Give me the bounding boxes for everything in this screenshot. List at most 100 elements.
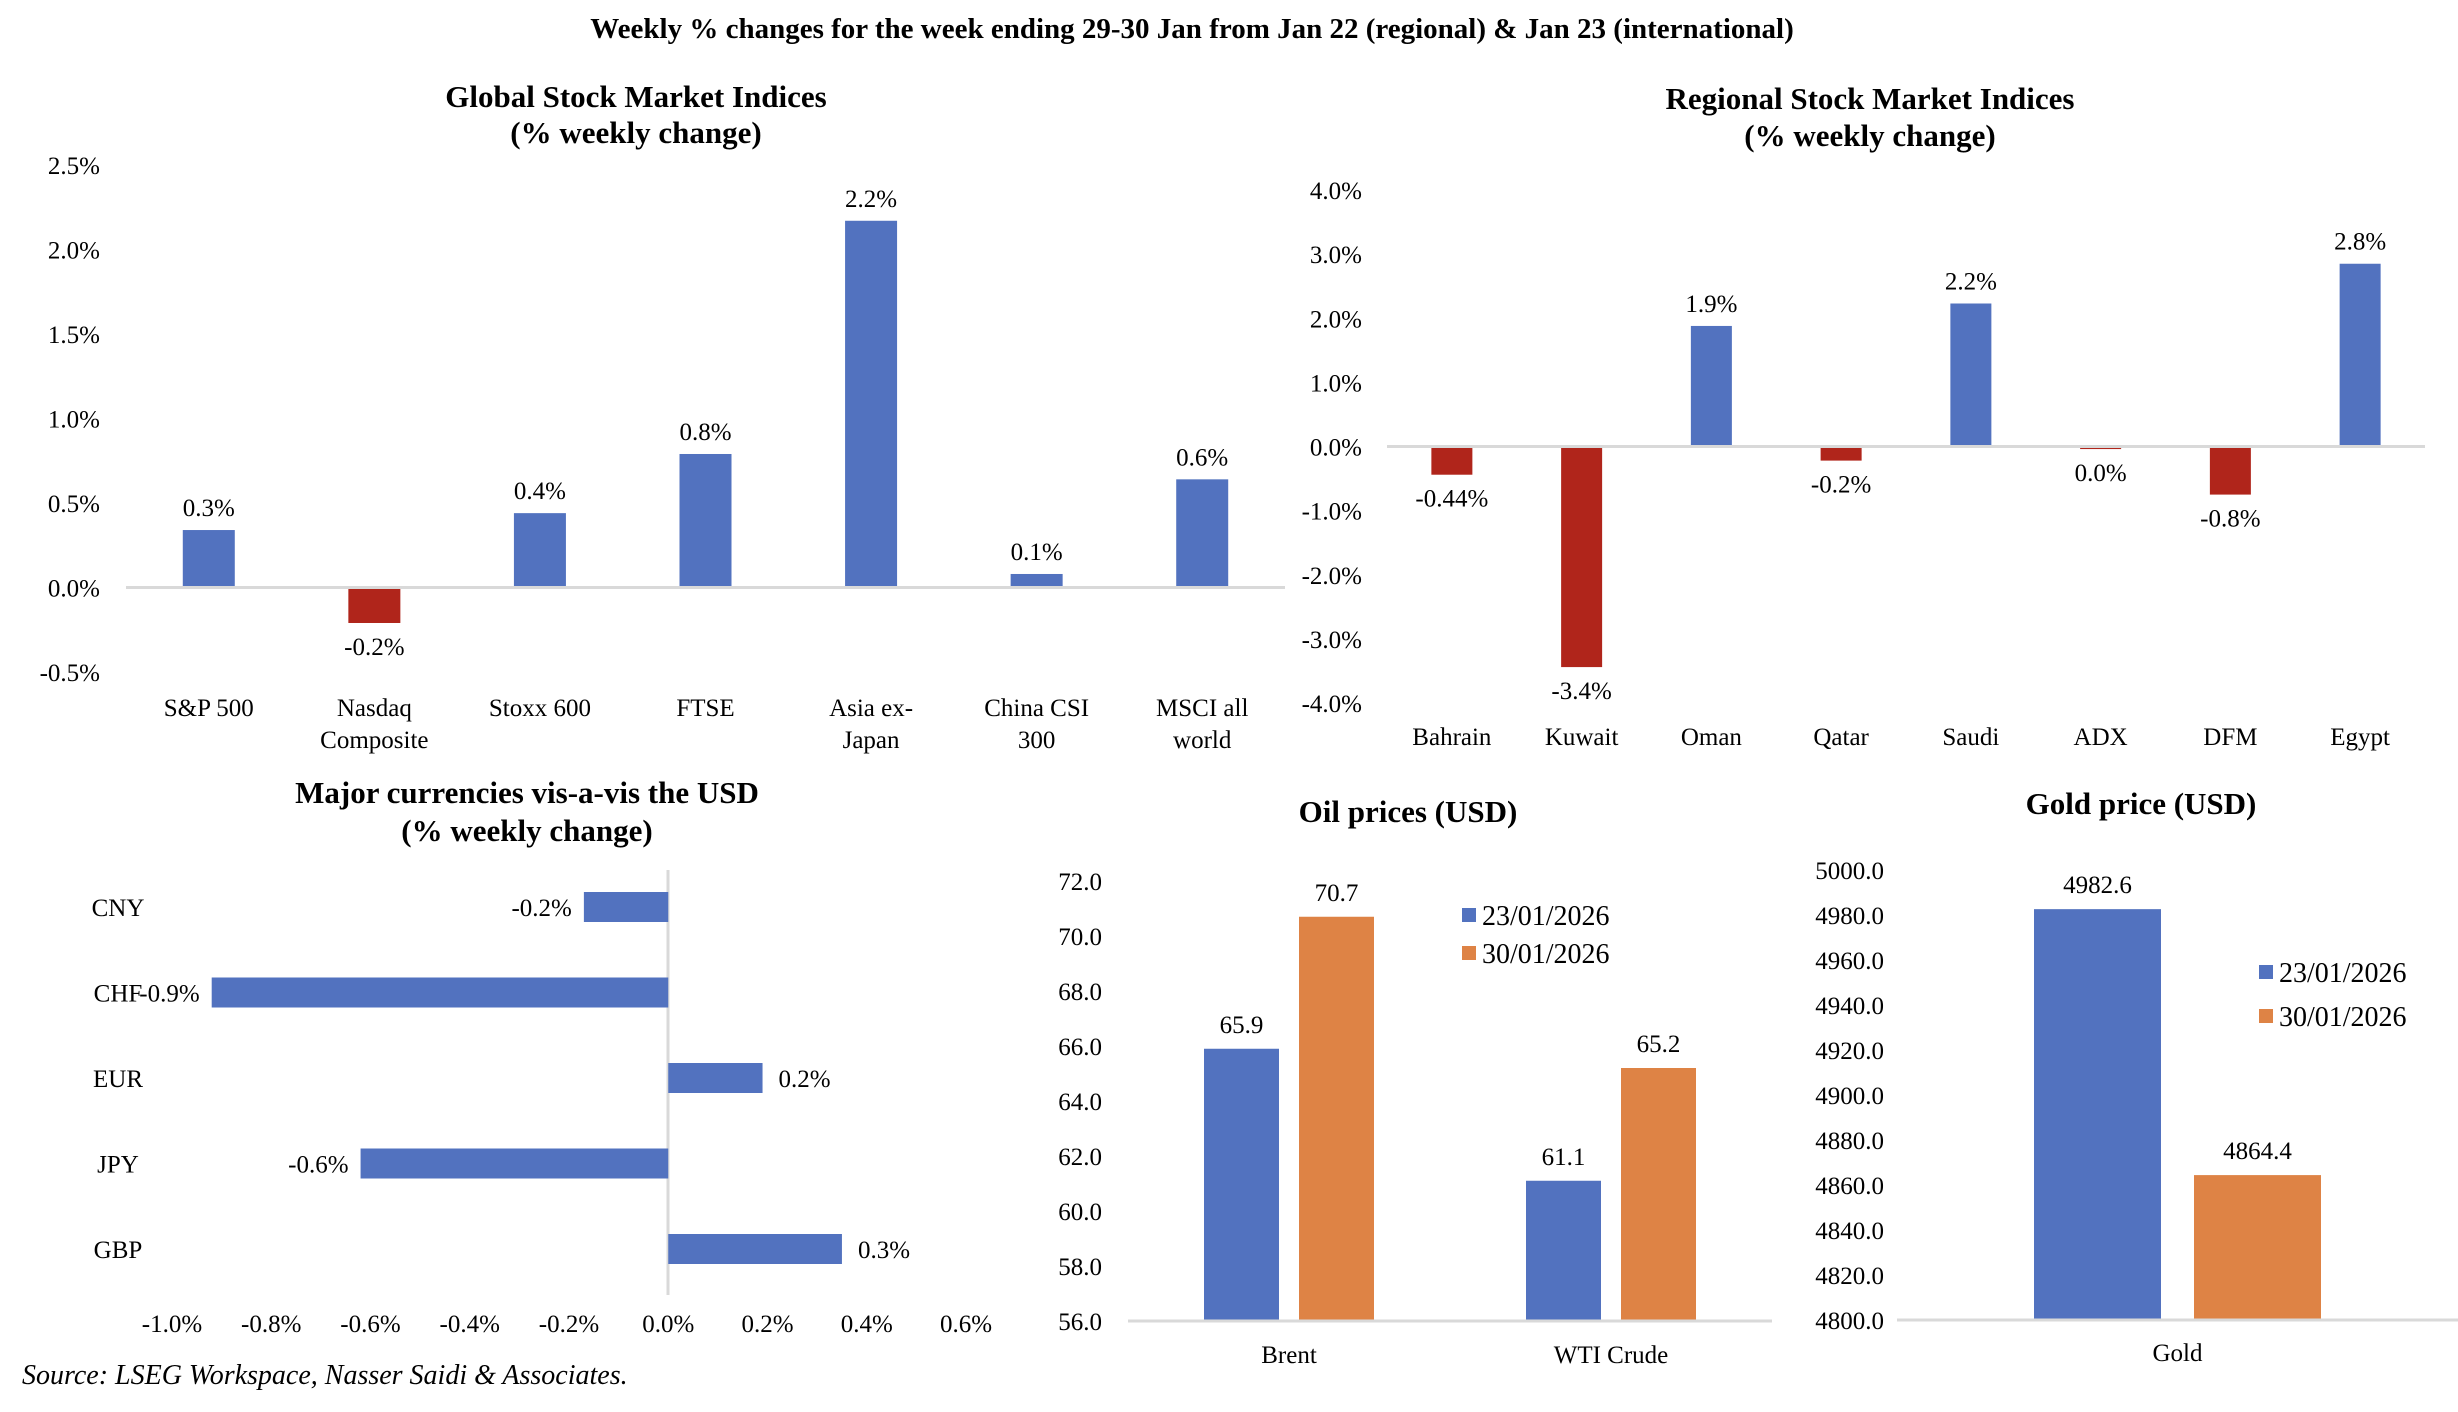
x-tick-label: Bahrain — [1412, 724, 1492, 751]
legend-label: 23/01/2026 — [1482, 901, 1610, 932]
data-label: 0.4% — [514, 478, 566, 505]
x-tick-label: 0.0% — [642, 1311, 694, 1338]
data-label: 0.2% — [779, 1066, 831, 1093]
y-tick-label: -0.5% — [40, 660, 100, 687]
y-tick-label: 62.0 — [1058, 1144, 1102, 1171]
y-tick-label: -1.0% — [1302, 499, 1362, 526]
x-tick-label: Egypt — [2330, 724, 2390, 751]
y-tick-label: 4920.0 — [1815, 1038, 1884, 1065]
source-note: Source: LSEG Workspace, Nasser Saidi & A… — [22, 1360, 628, 1391]
y-tick-label: 3.0% — [1310, 242, 1362, 269]
bar — [182, 530, 235, 588]
y-tick-label: EUR — [93, 1066, 143, 1093]
legend-swatch — [1462, 908, 1476, 922]
x-tick-label: Saudi — [1942, 724, 1999, 751]
data-label: -3.4% — [1551, 678, 1611, 705]
bar — [1299, 916, 1374, 1321]
y-tick-label: GBP — [94, 1237, 143, 1264]
data-label: -0.2% — [511, 895, 571, 922]
chart-title: (% weekly change) — [510, 115, 761, 150]
x-tick-label: ADX — [2074, 724, 2128, 751]
data-label: -0.9% — [139, 981, 199, 1008]
x-tick-label: Stoxx 600 — [489, 695, 591, 722]
x-tick-label: 300 — [1018, 727, 1056, 754]
y-tick-label: 4820.0 — [1815, 1263, 1884, 1290]
x-tick-label: -1.0% — [142, 1311, 202, 1338]
bar — [1526, 1180, 1601, 1321]
bar — [1010, 573, 1063, 588]
data-label: -0.6% — [288, 1152, 348, 1179]
y-tick-label: 1.5% — [48, 322, 100, 349]
x-tick-label: Japan — [843, 727, 900, 754]
bar — [583, 892, 669, 922]
x-tick-label: DFM — [2203, 724, 2257, 751]
legend-swatch — [2259, 1009, 2273, 1023]
y-tick-label: 0.0% — [48, 576, 100, 603]
y-tick-label: 0.5% — [48, 491, 100, 518]
x-tick-label: 0.4% — [841, 1311, 893, 1338]
y-tick-label: 56.0 — [1058, 1309, 1102, 1336]
y-tick-label: 1.0% — [1310, 370, 1362, 397]
y-tick-label: 1.0% — [48, 407, 100, 434]
x-tick-label: Gold — [2153, 1340, 2204, 1367]
data-label: 2.2% — [1945, 269, 1997, 296]
legend-swatch — [1462, 946, 1476, 960]
x-tick-label: 0.6% — [940, 1311, 992, 1338]
bar — [1621, 1068, 1696, 1321]
y-tick-label: -4.0% — [1302, 691, 1362, 718]
chart-title: Major currencies vis-a-vis the USD — [295, 775, 759, 810]
legend-swatch — [2259, 965, 2273, 979]
chart-title: Global Stock Market Indices — [445, 79, 826, 114]
chart-title: (% weekly change) — [401, 813, 652, 848]
data-label: 70.7 — [1315, 880, 1359, 907]
y-tick-label: 0.0% — [1310, 435, 1362, 462]
y-tick-label: 2.5% — [48, 153, 100, 180]
bar — [679, 453, 732, 588]
x-tick-label: FTSE — [676, 695, 734, 722]
data-label: 0.6% — [1176, 444, 1228, 471]
y-tick-label: -3.0% — [1302, 627, 1362, 654]
gold-price-chart: Gold price (USD) 5000.0 4980.0 4960.0 4940.0… — [1815, 786, 2458, 1367]
y-tick-label: 4860.0 — [1815, 1173, 1884, 1200]
x-tick-label: Brent — [1261, 1342, 1317, 1369]
legend-label: 30/01/2026 — [1482, 939, 1610, 970]
bar — [348, 587, 401, 623]
data-label: -0.2% — [344, 634, 404, 661]
y-tick-label: 4960.0 — [1815, 948, 1884, 975]
x-tick-label: -0.6% — [340, 1311, 400, 1338]
bar — [845, 220, 898, 588]
x-tick-label: China CSI — [984, 695, 1089, 722]
x-tick-label: Oman — [1681, 724, 1743, 751]
bar — [513, 513, 566, 588]
data-label: 61.1 — [1542, 1144, 1586, 1171]
x-tick-label: Nasdaq — [337, 695, 412, 722]
data-label: 65.9 — [1220, 1012, 1264, 1039]
x-tick-label: -0.2% — [539, 1311, 599, 1338]
bar — [2034, 909, 2161, 1320]
data-label: 0.1% — [1011, 539, 1063, 566]
data-label: 2.8% — [2334, 229, 2386, 256]
chart-title: Gold price (USD) — [2026, 786, 2257, 821]
x-tick-label: -0.8% — [241, 1311, 301, 1338]
data-label: -0.2% — [1811, 472, 1871, 499]
legend-label: 23/01/2026 — [2279, 958, 2407, 989]
data-label: 4982.6 — [2063, 872, 2132, 899]
data-label: -0.8% — [2200, 506, 2260, 533]
x-tick-label: Asia ex- — [829, 695, 913, 722]
y-tick-label: 70.0 — [1058, 924, 1102, 951]
bar — [2339, 263, 2381, 447]
data-label: 4864.4 — [2223, 1138, 2292, 1165]
bar — [1690, 325, 1732, 447]
data-label: 0.3% — [858, 1237, 910, 1264]
y-tick-label: -2.0% — [1302, 563, 1362, 590]
bar — [1204, 1048, 1279, 1321]
x-tick-label: WTI Crude — [1554, 1342, 1669, 1369]
bar — [1176, 479, 1229, 588]
data-label: 2.2% — [845, 186, 897, 213]
bar — [211, 977, 669, 1008]
y-tick-label: 4900.0 — [1815, 1083, 1884, 1110]
page-title: Weekly % changes for the week ending 29-… — [590, 13, 1793, 45]
y-tick-label: CNY — [92, 895, 145, 922]
x-tick-label: S&P 500 — [164, 695, 254, 722]
data-label: 65.2 — [1637, 1031, 1681, 1058]
